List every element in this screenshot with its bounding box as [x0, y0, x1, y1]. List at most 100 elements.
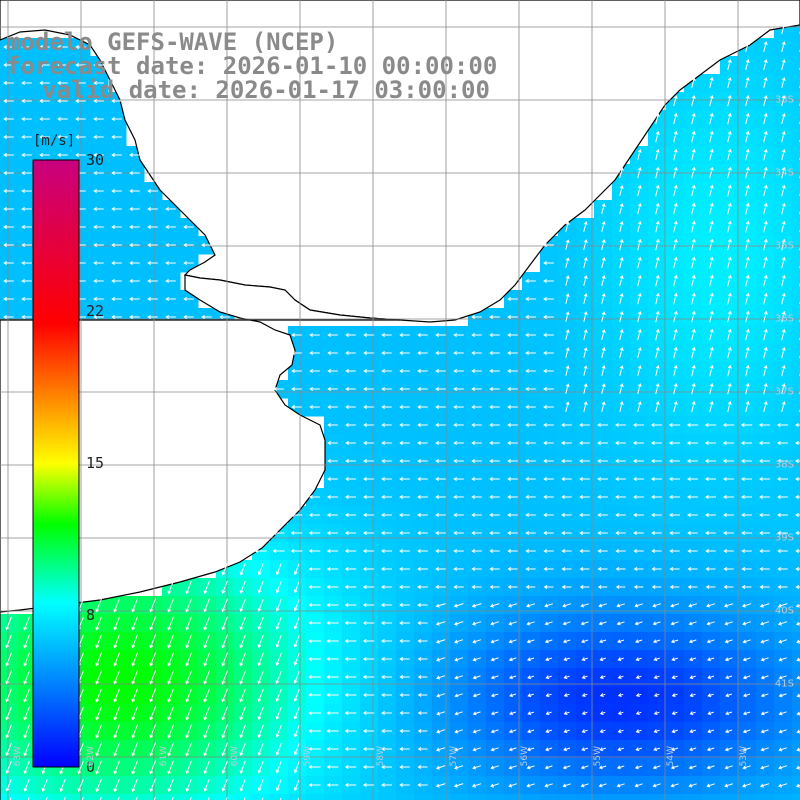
wind-arrow: [165, 260, 176, 266]
wind-arrow: [149, 652, 157, 667]
wind-arrow: [275, 599, 282, 612]
wind-arrow: [293, 671, 300, 684]
wind-arrow: [651, 548, 662, 554]
wind-arrow: [619, 383, 624, 395]
colorbar-gradient: [32, 159, 80, 768]
wind-arrow: [435, 476, 446, 482]
wind-arrow: [23, 616, 31, 631]
wind-arrow: [741, 584, 752, 590]
wind-arrow: [691, 220, 696, 233]
wind-arrow: [363, 332, 374, 338]
wind-arrow: [257, 779, 264, 792]
wind-arrow: [633, 548, 644, 554]
wind-arrow: [185, 580, 192, 595]
wind-arrow: [257, 670, 264, 685]
wind-arrow: [399, 548, 410, 554]
wind-arrow: [742, 639, 751, 644]
wind-arrow: [362, 566, 375, 572]
wind-arrow: [741, 494, 752, 500]
wind-arrow: [796, 765, 800, 770]
wind-arrow: [691, 310, 696, 323]
wind-arrow: [615, 494, 626, 500]
wind-arrow: [669, 476, 680, 482]
wind-arrow: [709, 256, 714, 269]
lon-label: 60W: [230, 746, 240, 767]
wind-arrow: [113, 616, 121, 631]
wind-arrow: [93, 98, 104, 104]
lat-label: 40S: [774, 605, 794, 617]
wind-arrow: [525, 512, 536, 518]
wind-arrow: [239, 688, 247, 703]
wind-arrow: [759, 512, 770, 518]
wind-arrow: [525, 386, 536, 392]
wind-arrow: [781, 184, 786, 197]
wind-arrow: [453, 350, 464, 356]
wind-arrow: [435, 350, 446, 356]
wind-arrow: [362, 692, 375, 698]
wind-arrow: [113, 760, 121, 775]
wind-arrow: [275, 725, 282, 738]
wind-arrow: [507, 296, 518, 302]
wind-arrow: [489, 440, 500, 446]
wind-arrow: [113, 598, 121, 613]
wind-arrow: [326, 512, 339, 518]
wind-arrow: [671, 711, 678, 715]
wind-arrow: [417, 422, 428, 428]
wind-arrow: [709, 202, 714, 215]
wind-arrow: [362, 656, 375, 662]
wind-arrow: [381, 710, 392, 716]
valid-date: valid date: 2026-01-17 03:00:00: [42, 76, 490, 104]
wind-speed-cell: [792, 704, 800, 723]
wind-arrow: [399, 602, 410, 608]
wind-arrow: [489, 350, 500, 356]
wind-arrow: [417, 440, 428, 446]
wind-arrow: [5, 779, 12, 792]
wind-arrow: [635, 747, 642, 752]
wind-arrow: [508, 747, 517, 752]
wind-arrow: [565, 239, 570, 250]
wind-arrow: [705, 584, 716, 590]
wind-arrow: [225, 797, 228, 800]
wind-arrow: [293, 761, 300, 774]
wind-arrow: [778, 711, 787, 716]
wind-arrow: [691, 274, 696, 287]
wind-arrow: [795, 530, 800, 536]
wind-arrow: [417, 566, 428, 572]
wind-arrow: [671, 657, 678, 662]
wind-arrow: [308, 782, 321, 788]
wind-arrow: [201, 242, 212, 248]
wind-arrow: [583, 239, 588, 251]
wind-arrow: [619, 275, 624, 287]
wind-arrow: [598, 765, 607, 770]
wind-arrow: [742, 729, 751, 734]
wind-arrow: [113, 706, 121, 721]
wind-arrow: [778, 639, 788, 644]
wind-arrow: [781, 113, 786, 125]
wind-arrow: [167, 760, 174, 775]
wind-arrow: [221, 670, 229, 685]
wind-arrow: [597, 584, 608, 590]
wind-arrow: [745, 41, 750, 53]
wind-arrow: [525, 476, 536, 482]
wind-arrow: [724, 747, 733, 752]
wind-arrow: [95, 724, 103, 739]
wind-arrow: [759, 530, 770, 536]
wind-arrow: [39, 44, 50, 50]
wind-arrow: [508, 765, 517, 770]
wind-arrow: [525, 530, 536, 536]
wind-arrow: [345, 458, 356, 464]
wind-arrow: [257, 688, 264, 703]
wind-arrow: [601, 221, 606, 233]
wind-arrow: [221, 580, 228, 594]
wind-arrow: [417, 332, 428, 338]
wind-arrow: [669, 458, 680, 464]
wind-arrow: [111, 170, 122, 176]
wind-arrow: [472, 747, 481, 752]
wind-arrow: [21, 170, 32, 176]
wind-arrow: [436, 657, 446, 662]
wind-speed-cell: [702, 794, 721, 800]
wind-arrow: [57, 62, 68, 68]
wind-speed-cell: [0, 794, 19, 800]
wind-arrow: [763, 184, 768, 197]
wind-arrow: [543, 476, 554, 482]
